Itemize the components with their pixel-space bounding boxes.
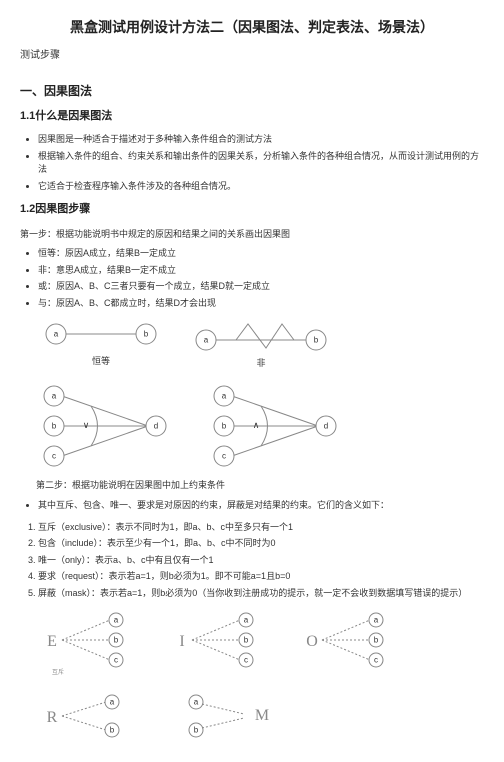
diagram-i: I a b c xyxy=(166,608,276,682)
list-item: 包含（include）：表示至少有一个1，即a、b、c中不同时为0 xyxy=(38,536,484,550)
svg-text:b: b xyxy=(314,336,319,345)
list-item: 根据输入条件的组合、约束关系和输出条件的因果关系，分析输入条件的各种组合情况，从… xyxy=(38,150,484,177)
svg-text:d: d xyxy=(154,422,158,431)
section-1-heading: 一、因果图法 xyxy=(20,82,484,101)
svg-text:c: c xyxy=(114,656,118,665)
svg-text:a: a xyxy=(204,336,209,345)
diagram-row-1: a b 恒等 a b 非 xyxy=(36,318,484,374)
page-title: 黑盒测试用例设计方法二（因果图法、判定表法、场景法） xyxy=(20,16,484,38)
svg-text:恒等: 恒等 xyxy=(92,355,110,366)
svg-text:E: E xyxy=(47,633,57,650)
constraints-list: 互斥（exclusive）：表示不同时为1，即a、b、c中至多只有一个1 包含（… xyxy=(38,520,484,600)
list-item: 其中互斥、包含、唯一、要求是对原因的约束，屏蔽是对结果的约束。它们的含义如下： xyxy=(38,499,484,513)
list-item: 它适合于检查程序输入条件涉及的各种组合情况。 xyxy=(38,180,484,194)
constraint-row-2: R a b a b M xyxy=(36,690,484,746)
svg-text:∧: ∧ xyxy=(253,420,260,430)
svg-text:b: b xyxy=(110,726,115,735)
svg-text:非: 非 xyxy=(256,357,265,368)
svg-text:a: a xyxy=(52,392,57,401)
svg-text:b: b xyxy=(144,330,149,339)
svg-text:I: I xyxy=(179,633,184,650)
svg-text:b: b xyxy=(194,726,199,735)
list-item: 非：意思A成立，结果B一定不成立 xyxy=(38,264,484,278)
svg-text:O: O xyxy=(306,633,318,650)
svg-text:a: a xyxy=(374,616,379,625)
svg-text:a: a xyxy=(244,616,249,625)
diagram-r: R a b xyxy=(36,690,146,746)
list-item: 互斥（exclusive）：表示不同时为1，即a、b、c中至多只有一个1 xyxy=(38,520,484,534)
diagram-fei: a b 非 xyxy=(186,318,346,374)
svg-text:b: b xyxy=(114,636,119,645)
svg-text:c: c xyxy=(222,452,226,461)
test-steps-label: 测试步骤 xyxy=(20,48,484,64)
svg-text:b: b xyxy=(222,422,227,431)
svg-text:b: b xyxy=(374,636,379,645)
constraints-intro-list: 其中互斥、包含、唯一、要求是对原因的约束，屏蔽是对结果的约束。它们的含义如下： xyxy=(38,499,484,513)
step-2-text: 第二步：根据功能说明在因果图中加上约束条件 xyxy=(36,478,484,492)
list-item: 屏蔽（mask）：表示若a=1，则b必须为0（当你收到注册成功的提示，就一定不会… xyxy=(38,586,484,600)
diagram-row-2: ∨ a b c d ∧ a b c d xyxy=(36,382,484,472)
svg-text:c: c xyxy=(374,656,378,665)
svg-text:d: d xyxy=(324,422,328,431)
svg-text:b: b xyxy=(244,636,249,645)
diagram-m: a b M xyxy=(166,690,306,746)
svg-text:a: a xyxy=(110,698,115,707)
diagram-o: O a b c xyxy=(296,608,406,682)
list-item: 恒等：原因A成立，结果B一定成立 xyxy=(38,247,484,261)
bullets-1-1: 因果图是一种适合于描述对于多种输入条件组合的测试方法 根据输入条件的组合、约束关… xyxy=(38,133,484,193)
list-item: 唯一（only）：表示a、b、c中有且仅有一个1 xyxy=(38,553,484,567)
diagram-hengdeng: a b 恒等 xyxy=(36,318,166,374)
subsection-1-1: 1.1什么是因果图法 xyxy=(20,108,484,126)
svg-text:a: a xyxy=(114,616,119,625)
list-item: 要求（request）：表示若a=1，则b必须为1。即不可能a=1且b=0 xyxy=(38,569,484,583)
svg-text:a: a xyxy=(222,392,227,401)
list-item: 与：原因A、B、C都成立时，结果D才会出现 xyxy=(38,297,484,311)
svg-text:c: c xyxy=(52,452,56,461)
diagram-and: ∧ a b c d xyxy=(206,382,356,472)
relations-list: 恒等：原因A成立，结果B一定成立 非：意思A成立，结果B一定不成立 或：原因A、… xyxy=(38,247,484,310)
svg-text:互斥: 互斥 xyxy=(52,668,64,676)
svg-text:c: c xyxy=(244,656,248,665)
constraint-row-1: E a b c 互斥 I a b c O a b c xyxy=(36,608,484,682)
list-item: 或：原因A、B、C三者只要有一个成立，结果D就一定成立 xyxy=(38,280,484,294)
svg-text:R: R xyxy=(47,709,58,726)
diagram-or: ∨ a b c d xyxy=(36,382,186,472)
svg-text:M: M xyxy=(255,707,269,724)
svg-text:∨: ∨ xyxy=(83,420,90,430)
svg-text:a: a xyxy=(54,330,59,339)
step-1-text: 第一步：根据功能说明书中规定的原因和结果之间的关系画出因果图 xyxy=(20,227,484,241)
diagram-e: E a b c 互斥 xyxy=(36,608,146,682)
svg-text:a: a xyxy=(194,698,199,707)
subsection-1-2: 1.2因果图步骤 xyxy=(20,201,484,219)
list-item: 因果图是一种适合于描述对于多种输入条件组合的测试方法 xyxy=(38,133,484,147)
svg-text:b: b xyxy=(52,422,57,431)
